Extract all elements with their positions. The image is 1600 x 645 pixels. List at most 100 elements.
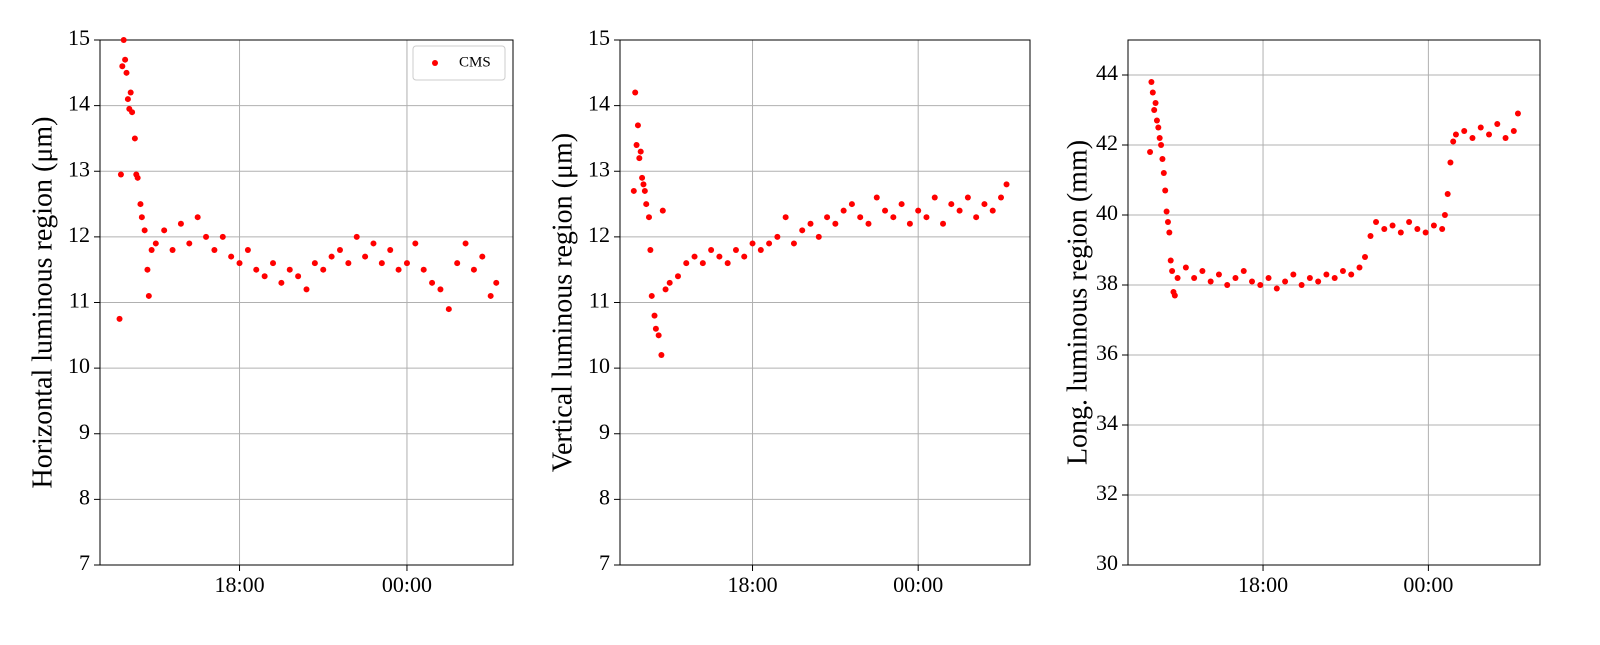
y-tick-label: 14 — [588, 91, 610, 116]
data-point — [652, 325, 659, 332]
data-point — [940, 220, 947, 227]
data-point — [141, 227, 148, 234]
data-point — [643, 201, 650, 208]
data-point — [774, 233, 781, 240]
y-tick-label: 13 — [68, 156, 90, 181]
data-point — [691, 253, 698, 260]
data-point — [1282, 278, 1289, 285]
data-point — [1171, 292, 1178, 299]
data-point — [395, 266, 402, 273]
data-point — [1315, 278, 1322, 285]
data-point — [1414, 226, 1421, 232]
data-point — [840, 207, 847, 214]
data-point — [295, 273, 302, 280]
data-point — [873, 194, 880, 201]
data-point — [732, 247, 739, 253]
x-tick-label: 18:00 — [727, 572, 777, 597]
data-point — [362, 253, 369, 260]
data-point — [640, 181, 647, 188]
data-point — [639, 174, 646, 181]
data-point — [882, 207, 889, 214]
data-point — [1323, 271, 1330, 278]
data-point — [1162, 187, 1169, 194]
data-point — [699, 260, 706, 267]
data-point — [1510, 128, 1517, 134]
data-point — [311, 260, 318, 267]
data-point — [1439, 226, 1446, 232]
data-point — [931, 194, 938, 201]
data-point — [1381, 226, 1388, 232]
data-point — [124, 96, 131, 103]
x-tick-label: 00:00 — [382, 572, 432, 597]
y-tick-label: 11 — [69, 288, 90, 313]
data-point — [674, 273, 681, 280]
data-point — [144, 266, 151, 273]
data-point — [749, 240, 756, 247]
data-point — [1167, 257, 1174, 264]
data-point — [1207, 278, 1214, 285]
y-tick-label: 7 — [79, 550, 90, 575]
data-point — [270, 260, 277, 267]
data-point — [1159, 156, 1166, 162]
y-tick-label: 12 — [588, 222, 610, 247]
data-point — [906, 220, 913, 227]
data-point — [1174, 275, 1181, 281]
y-axis-label: Horizontal luminous region (μm) — [27, 117, 58, 489]
data-point — [454, 260, 461, 267]
x-tick-label: 18:00 — [214, 572, 264, 597]
y-tick-label: 13 — [588, 156, 610, 181]
data-point — [1430, 222, 1437, 229]
y-axis-label: Long. luminous region (mm) — [1062, 140, 1093, 465]
data-point — [129, 109, 136, 116]
y-tick-label: 14 — [68, 91, 90, 116]
data-point — [1477, 124, 1484, 131]
data-point — [123, 69, 130, 76]
y-tick-label: 10 — [588, 353, 610, 378]
data-point — [387, 247, 394, 253]
data-point — [645, 214, 652, 221]
subplot: 7 8 9 10 11 12 13 14 15 18:00 00:00 Vertical lumino… — [547, 25, 1031, 597]
data-point — [890, 214, 897, 221]
data-point — [662, 286, 669, 293]
data-point — [1249, 278, 1256, 285]
y-tick-label: 7 — [599, 550, 610, 575]
data-point — [1003, 181, 1010, 188]
data-point — [261, 273, 268, 280]
data-point — [632, 89, 639, 96]
data-point — [724, 260, 731, 267]
data-point — [119, 63, 126, 70]
data-point — [445, 306, 452, 313]
data-point — [403, 260, 410, 267]
legend-box — [412, 45, 506, 81]
data-point — [134, 174, 141, 181]
data-point — [137, 201, 144, 208]
data-point — [1444, 191, 1451, 197]
data-point — [790, 240, 797, 247]
data-point — [470, 266, 477, 273]
y-tick-label: 9 — [79, 419, 90, 444]
y-tick-label: 34 — [1096, 410, 1118, 435]
data-point — [253, 266, 260, 273]
data-point — [1156, 135, 1163, 141]
data-point — [1191, 275, 1198, 281]
data-point — [1469, 135, 1476, 141]
data-point — [122, 56, 129, 63]
subplot: 7 8 9 10 11 12 13 14 15 18:00 00:00 Horizontal lumi… — [27, 25, 514, 597]
data-point — [848, 201, 855, 208]
data-point — [211, 247, 218, 253]
data-point — [1160, 170, 1167, 176]
data-point — [462, 240, 469, 247]
data-point — [1406, 219, 1413, 225]
data-point — [666, 279, 673, 286]
data-point — [658, 352, 665, 358]
data-point — [336, 247, 343, 253]
data-point — [194, 214, 201, 221]
data-point — [766, 240, 773, 247]
data-point — [1149, 89, 1156, 96]
data-point — [1514, 110, 1521, 117]
data-point — [1155, 124, 1162, 131]
data-point — [757, 247, 764, 253]
data-point — [169, 247, 176, 253]
data-point — [479, 253, 486, 260]
